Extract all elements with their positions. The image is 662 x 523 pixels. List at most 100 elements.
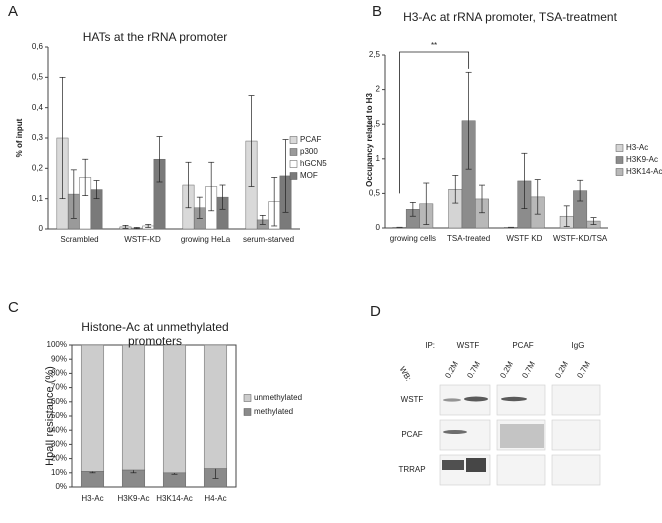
x-tick-label: growing cells	[390, 234, 436, 243]
y-tick-label: 40%	[51, 425, 67, 434]
bar-segment	[203, 344, 228, 469]
error-bar	[248, 95, 255, 187]
panel-label: C	[8, 299, 19, 316]
row-label: WSTF	[401, 395, 424, 404]
lane-label: 0.7M	[465, 360, 482, 380]
legend-label: PCAF	[300, 135, 321, 144]
chart-title: H3-Ac at rRNA promoter, TSA-treatment	[403, 10, 618, 24]
error-bar	[282, 139, 289, 213]
ip-group: IgG	[572, 341, 585, 350]
error-bar	[70, 169, 77, 219]
error-bar	[521, 152, 528, 209]
bar-segment	[121, 344, 146, 471]
chart-title: Histone-Ac at unmethylated promoters	[81, 320, 229, 348]
ip-label: IP:	[425, 341, 435, 350]
y-tick-label: 0	[39, 224, 44, 233]
legend-label: MOF	[300, 171, 318, 180]
error-bar	[534, 179, 541, 215]
bar-segment	[80, 471, 105, 488]
y-tick-label: 90%	[51, 354, 67, 363]
error-bar	[122, 225, 129, 229]
y-tick-label: 10%	[51, 468, 67, 477]
error-bar	[259, 215, 266, 225]
panel-label: B	[372, 3, 382, 20]
legend-label: unmethylated	[254, 393, 302, 402]
row-label: PCAF	[401, 430, 422, 439]
x-tick-label: H3K14-Ac	[156, 494, 192, 503]
wb-label: WB:	[398, 365, 413, 383]
error-bar	[59, 76, 66, 200]
y-tick-label: 0%	[55, 482, 67, 491]
error-bar	[185, 161, 192, 209]
x-tick-label: H3-Ac	[81, 494, 103, 503]
y-tick-label: 60%	[51, 397, 67, 406]
y-tick-label: 0,2	[32, 163, 44, 172]
error-bar	[452, 175, 459, 204]
error-bar	[133, 227, 140, 230]
error-bar	[423, 182, 430, 225]
y-tick-label: 0	[376, 223, 381, 232]
error-bar	[145, 224, 152, 228]
bar-segment	[162, 344, 187, 474]
error-bar	[219, 184, 226, 210]
legend-swatch	[289, 172, 298, 180]
legend-swatch	[615, 156, 624, 164]
legend-label: methylated	[254, 407, 293, 416]
y-tick-label: 70%	[51, 383, 67, 392]
lane-label: 0.7M	[520, 360, 537, 380]
ip-group: WSTF	[457, 341, 480, 350]
error-bar	[465, 71, 472, 170]
error-bar	[563, 205, 570, 227]
y-tick-label: 0,1	[32, 194, 44, 203]
legend-swatch	[289, 148, 298, 156]
lane-label: 0.2M	[443, 360, 460, 380]
x-tick-label: WSTF KD	[506, 234, 542, 243]
legend-swatch	[289, 160, 298, 168]
y-tick-label: 2	[376, 85, 381, 94]
y-tick-label: 1	[376, 154, 381, 163]
x-tick-label: growing HeLa	[181, 235, 231, 244]
y-tick-label: 0,4	[32, 103, 44, 112]
y-tick-label: 30%	[51, 440, 67, 449]
error-bar	[271, 177, 278, 227]
significance-bracket	[399, 51, 470, 194]
x-tick-label: TSA-treated	[447, 234, 490, 243]
x-tick-label: WSTF-KD	[124, 235, 161, 244]
lane-label: 0.2M	[553, 360, 570, 380]
y-tick-label: 0,3	[32, 133, 44, 142]
error-bar	[590, 217, 597, 225]
x-tick-label: H4-Ac	[204, 494, 226, 503]
annotation: **	[431, 41, 437, 50]
y-tick-label: 1,5	[369, 119, 381, 128]
y-tick-label: 100%	[47, 340, 67, 349]
lane-label: 0.7M	[575, 360, 592, 380]
error-bar	[409, 202, 416, 217]
legend-label: H3-Ac	[626, 143, 648, 152]
y-tick-label: 80%	[51, 369, 67, 378]
error-bar	[156, 136, 163, 183]
y-tick-label: 0,6	[32, 42, 44, 51]
legend-label: H3K9-Ac	[626, 155, 658, 164]
y-tick-label: 50%	[51, 411, 67, 420]
legend-swatch	[243, 408, 252, 416]
x-tick-label: H3K9-Ac	[117, 494, 149, 503]
error-bar	[93, 180, 100, 200]
row-label: TRRAP	[398, 465, 425, 474]
legend-swatch	[243, 394, 252, 402]
x-tick-label: WSTF-KD/TSA	[553, 234, 608, 243]
legend-swatch	[615, 168, 624, 176]
error-bar	[577, 179, 584, 202]
blot-bands	[442, 396, 544, 472]
y-tick-label: 20%	[51, 454, 67, 463]
y-axis-label: % of input	[15, 118, 24, 157]
error-bar	[479, 184, 486, 214]
error-bar	[82, 158, 89, 196]
y-axis-label: HpaII resistance (%)	[44, 366, 56, 466]
x-tick-label: Scrambled	[60, 235, 98, 244]
legend-label: hGCN5	[300, 159, 327, 168]
y-tick-label: 0,5	[369, 189, 381, 198]
bar-segment	[80, 344, 105, 472]
panel-label: A	[8, 3, 18, 20]
